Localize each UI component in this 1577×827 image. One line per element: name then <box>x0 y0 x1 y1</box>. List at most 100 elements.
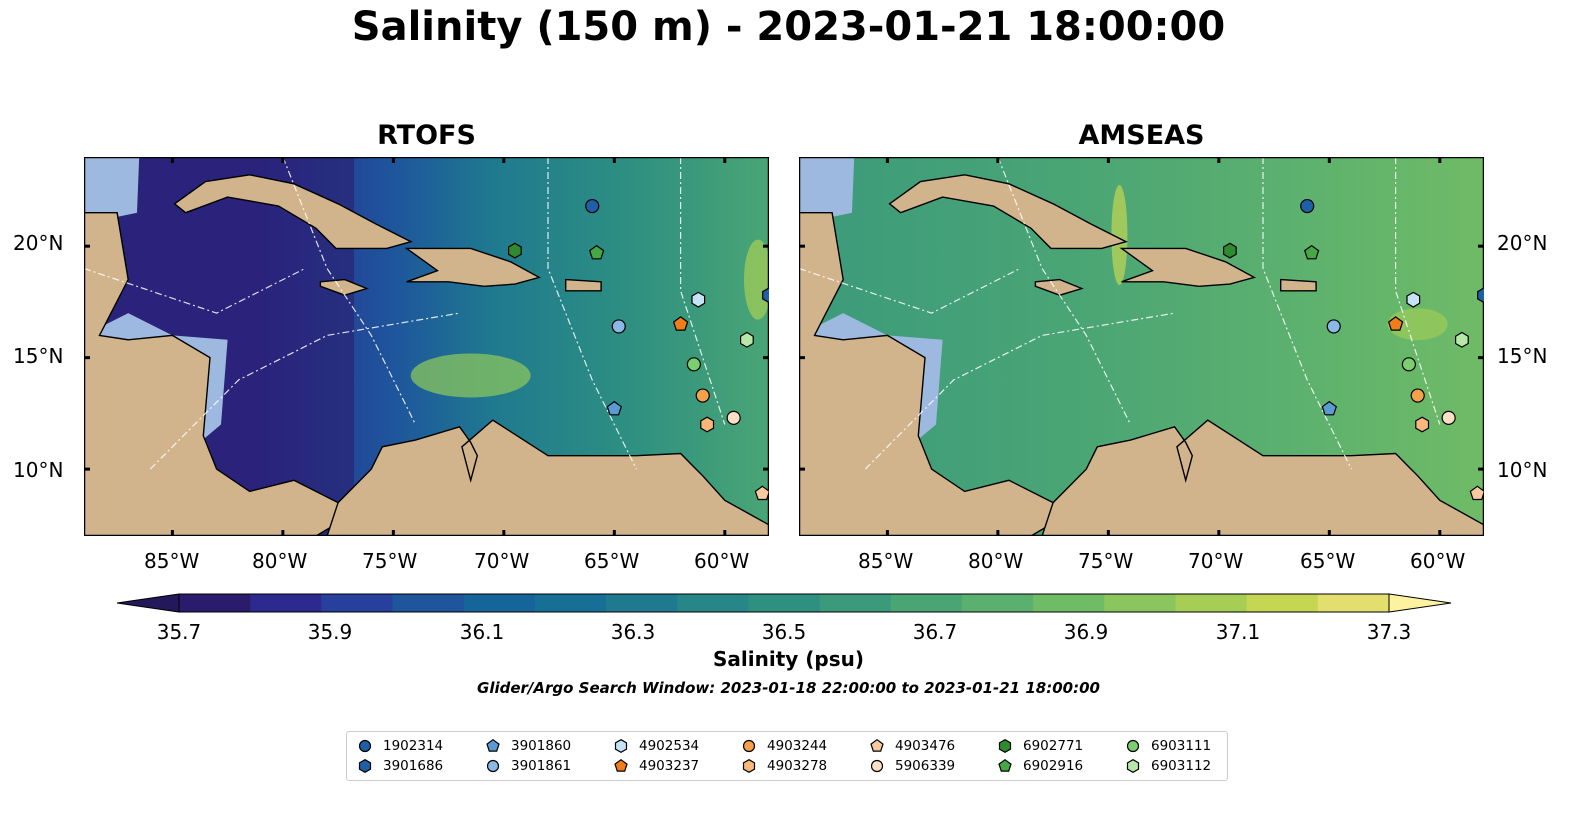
lon-tick-right-70w: 70°W <box>1188 549 1244 573</box>
legend-marker-hexagon-icon <box>742 759 756 773</box>
float-marker-4903244 <box>1410 388 1425 403</box>
rtofs-salinity-map <box>84 157 769 536</box>
legend-label: 4903278 <box>767 758 828 774</box>
legend-marker-hexagon-icon <box>1126 759 1140 773</box>
legend-marker-1902314 <box>358 739 372 753</box>
legend-marker-4903237 <box>614 758 628 772</box>
legend-marker-3901686 <box>358 759 372 773</box>
salinity-colorbar <box>117 593 1452 613</box>
legend-label: 6902916 <box>1023 758 1084 774</box>
colorbar-bin <box>1246 594 1319 612</box>
legend-item-4903237: 4903237 <box>613 756 699 776</box>
legend-label: 4903244 <box>767 738 828 754</box>
lon-tick-left-60w: 60°W <box>694 549 750 573</box>
high-salinity-filament <box>1111 185 1128 286</box>
colorbar-bin <box>890 594 963 612</box>
legend-label: 4903476 <box>895 738 956 754</box>
high-salinity-eddy <box>410 353 531 398</box>
legend-item-3901860: 3901860 <box>485 736 571 756</box>
float-marker-3901861 <box>611 319 626 334</box>
legend-item-6903111: 6903111 <box>1125 736 1211 756</box>
lat-tick-right-20n: 20°N <box>1497 231 1548 255</box>
legend-item-6903112: 6903112 <box>1125 756 1211 776</box>
float-legend: 1902314 3901686 3901860 3901861 4902534 49032… <box>346 731 1228 781</box>
float-marker-6903111 <box>686 357 701 372</box>
lat-tick-right-15n: 15°N <box>1497 344 1548 368</box>
colorbar-bin <box>677 594 750 612</box>
float-marker-1902314 <box>585 198 600 214</box>
float-marker-4902534 <box>691 291 706 308</box>
legend-marker-6903112 <box>1126 759 1140 773</box>
colorbar-tick-36-5: 36.5 <box>761 620 807 644</box>
legend-marker-pentagon-icon <box>614 758 628 772</box>
legend-marker-circle-icon <box>358 739 372 753</box>
legend-marker-circle-icon <box>486 759 500 773</box>
float-marker-4903244 <box>695 388 710 403</box>
eez-line <box>997 157 1132 425</box>
eez-line <box>547 157 637 470</box>
colorbar-under-arrow <box>117 593 180 613</box>
land-cuba <box>173 174 413 250</box>
legend-item-1902314: 1902314 <box>357 736 443 756</box>
land-southam <box>1041 419 1484 536</box>
colorbar-bin <box>392 594 465 612</box>
colorbar-tick-36-3: 36.3 <box>610 620 656 644</box>
legend-marker-5906339 <box>870 759 884 773</box>
legend-item-6902771: 6902771 <box>997 736 1083 756</box>
land-puertorico <box>565 278 602 292</box>
lat-tick-left-20n: 20°N <box>13 231 64 255</box>
legend-marker-3901860 <box>486 738 500 752</box>
colorbar-bin <box>748 594 821 612</box>
legend-marker-4903244 <box>742 739 756 753</box>
legend-marker-4903278 <box>742 759 756 773</box>
eez-line <box>680 157 726 425</box>
eez-line <box>864 312 1175 470</box>
colorbar-bin <box>179 594 251 612</box>
float-marker-4902534 <box>1406 291 1421 308</box>
colorbar-tick-37-3: 37.3 <box>1366 620 1412 644</box>
float-marker-6902916 <box>1303 244 1320 260</box>
land-hispaniola <box>1119 247 1257 288</box>
lat-tick-left-15n: 15°N <box>13 344 64 368</box>
legend-label: 3901861 <box>511 758 572 774</box>
eez-line <box>282 157 417 425</box>
float-marker-3901686 <box>762 287 769 304</box>
eez-line <box>1395 157 1441 425</box>
legend-item-6902916: 6902916 <box>997 756 1083 776</box>
legend-item-4903244: 4903244 <box>741 736 827 756</box>
legend-marker-4902534 <box>614 739 628 753</box>
float-marker-5906339 <box>726 410 741 425</box>
float-marker-4903278 <box>1415 416 1430 433</box>
legend-marker-hexagon-icon <box>998 739 1012 753</box>
colorbar-bin <box>534 594 607 612</box>
map-frame <box>799 157 1484 536</box>
lon-tick-right-80w: 80°W <box>968 549 1024 573</box>
legend-marker-6902916 <box>998 758 1012 772</box>
lon-tick-left-80w: 80°W <box>252 549 308 573</box>
float-marker-4903476 <box>1469 485 1484 501</box>
colorbar-bin <box>321 594 394 612</box>
map-frame <box>84 157 769 536</box>
legend-marker-pentagon-icon <box>486 738 500 752</box>
float-marker-6903112 <box>740 331 754 348</box>
legend-marker-4903476 <box>870 738 884 752</box>
search-window-note: Glider/Argo Search Window: 2023-01-18 22… <box>477 679 1100 697</box>
land-jamaica <box>1034 278 1084 296</box>
legend-label: 3901686 <box>383 758 444 774</box>
float-marker-6903111 <box>1401 357 1416 372</box>
lon-tick-right-75w: 75°W <box>1078 549 1134 573</box>
colorbar-tick-36-9: 36.9 <box>1063 620 1109 644</box>
float-marker-4903278 <box>700 416 715 433</box>
colorbar-tick-37-1: 37.1 <box>1215 620 1261 644</box>
land-southam <box>326 419 769 536</box>
legend-label: 6903111 <box>1151 738 1212 754</box>
legend-marker-pentagon-icon <box>998 758 1012 772</box>
float-marker-6902916 <box>588 244 605 260</box>
colorbar-over-arrow <box>1388 593 1452 613</box>
float-marker-5906339 <box>1441 410 1456 425</box>
legend-item-5906339: 5906339 <box>869 756 955 776</box>
colorbar-tick-36-1: 36.1 <box>459 620 505 644</box>
float-marker-6903112 <box>1455 331 1469 348</box>
lon-tick-left-65w: 65°W <box>584 549 640 573</box>
colorbar-bin <box>606 594 678 612</box>
